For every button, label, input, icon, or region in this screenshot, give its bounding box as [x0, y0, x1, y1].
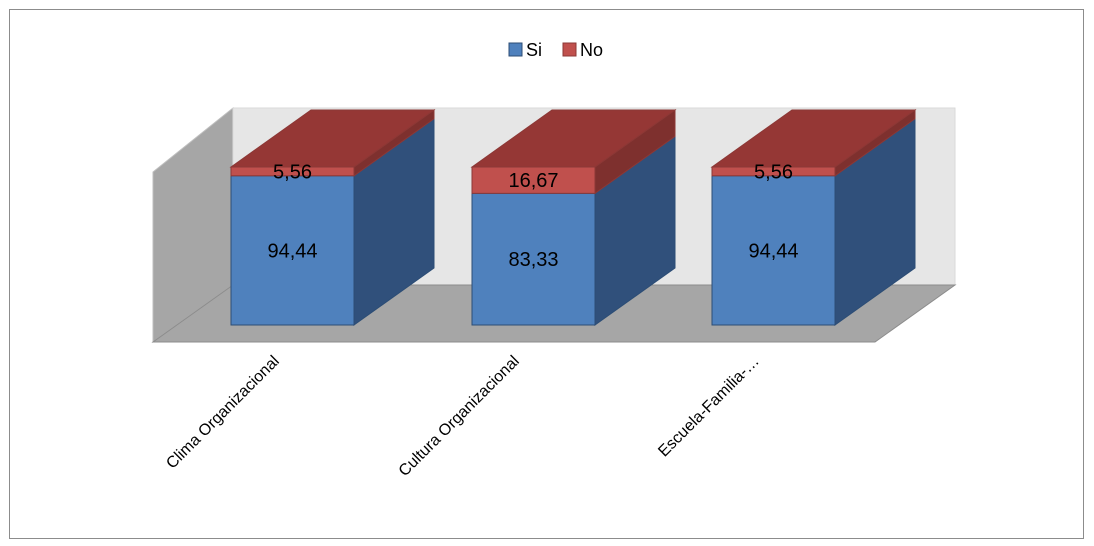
legend-label-no: No [580, 40, 603, 60]
data-label-no-0: 5,56 [273, 161, 312, 183]
legend-label-si: Si [526, 40, 542, 60]
legend-swatch-no [562, 42, 577, 57]
bar-front [471, 192, 596, 326]
chart-data-labels: 94,44 5,56 83,33 16,67 94,44 5,56 [267, 161, 798, 271]
data-label-no-1: 16,67 [508, 170, 558, 192]
legend-swatch-si [508, 42, 523, 57]
chart-legend: Si No [508, 40, 603, 60]
bar-top [470, 109, 677, 168]
chart-bars [229, 109, 917, 326]
category-label-2: Escuela-Familia-… [655, 353, 763, 461]
bar-si-2 [711, 117, 916, 326]
bar-top [710, 109, 917, 168]
bar-no-2 [710, 109, 917, 177]
data-label-no-2: 5,56 [754, 161, 793, 183]
bar-si-0 [230, 117, 435, 326]
chart-category-labels: Clima Organizacional Cultura Organizacion… [163, 353, 763, 480]
bar-top [229, 109, 436, 168]
bar-no-0 [229, 109, 436, 177]
data-label-si-0: 94,44 [267, 240, 317, 262]
bar-front [711, 175, 836, 326]
bar-si-1 [471, 135, 676, 326]
data-label-si-2: 94,44 [748, 240, 798, 262]
category-label-1: Cultura Organizacional [396, 353, 523, 480]
data-label-si-1: 83,33 [508, 249, 558, 271]
category-label-0: Clima Organizacional [163, 353, 283, 473]
bar-front [230, 175, 355, 326]
bar-no-1 [470, 109, 677, 195]
